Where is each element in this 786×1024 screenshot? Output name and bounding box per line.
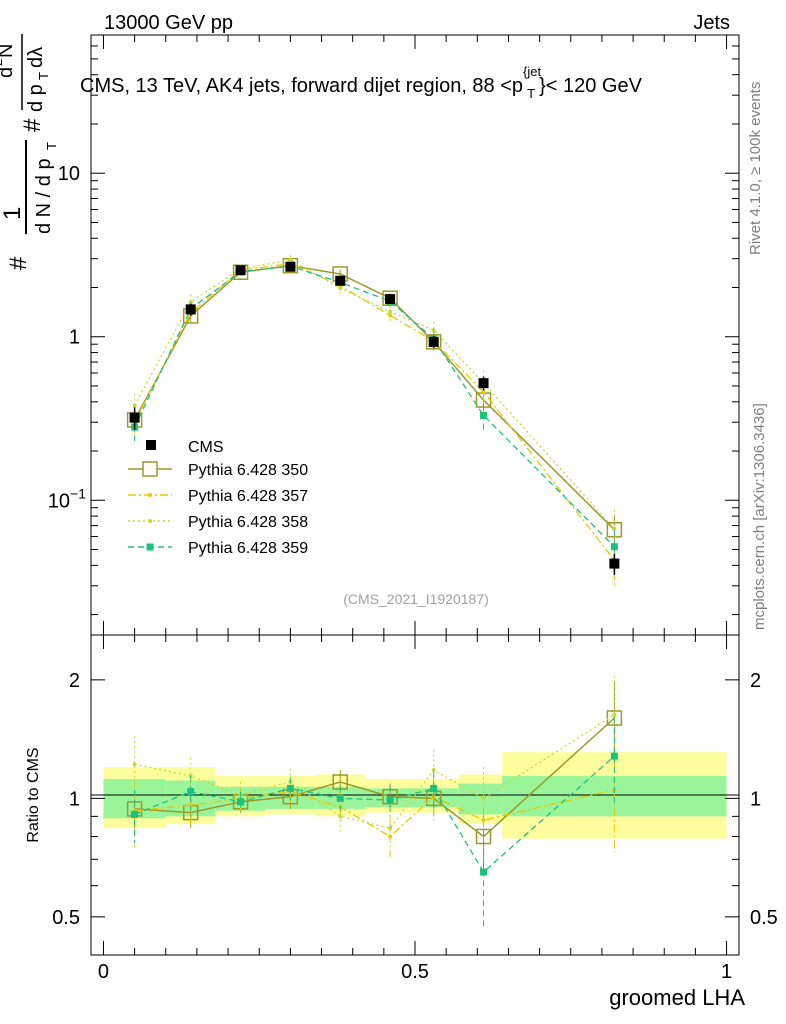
- ratio-point: [610, 752, 618, 760]
- cms-point: [478, 378, 489, 389]
- ratio-point: [480, 868, 488, 876]
- ratio-frame: [90, 634, 740, 956]
- svg-text:T: T: [36, 72, 51, 80]
- ratio-band-inner: [458, 783, 503, 815]
- svg-text:1: 1: [0, 207, 26, 220]
- ratio-ytick-label-left: 1: [69, 788, 80, 810]
- svg-text:d p: d p: [25, 84, 47, 112]
- ratio-point: [481, 818, 486, 823]
- main-ylabel: # 1 d N / d p T # d 2 N d p T dλ: [0, 34, 59, 270]
- series-point: [388, 309, 393, 314]
- main-panel: 10−1 1 10 CMS, 13 TeV, AK4 jets, forward d…: [0, 34, 740, 636]
- ratio-xtick-label: 0: [98, 961, 109, 983]
- legend-label: Pythia 6.428 350: [188, 462, 308, 479]
- series-point: [480, 411, 488, 419]
- ratio-point: [430, 784, 438, 792]
- ratio-ytick-label-right: 1: [750, 788, 761, 810]
- legend-entry-cms: CMS: [146, 439, 224, 456]
- x-axis-label: groomed LHA: [609, 985, 745, 1010]
- svg-text:d N / d p: d N / d p: [33, 158, 55, 234]
- rivet-label: Rivet 4.1.0, ≥ 100k events: [747, 82, 764, 255]
- header-category: Jets: [693, 12, 730, 34]
- cms-point: [235, 265, 246, 276]
- ratio-point: [187, 788, 195, 796]
- main-ytick-label: 10: [58, 163, 80, 185]
- ratio-point: [188, 803, 193, 808]
- ratio-series-layer: [126, 675, 623, 928]
- ratio-point: [286, 784, 294, 792]
- svg-text:#: #: [19, 118, 46, 132]
- svg-text:#: #: [5, 256, 32, 270]
- svg-text:T: T: [44, 142, 59, 150]
- main-series-layer: [126, 255, 623, 589]
- series-350: [126, 257, 623, 550]
- data-points-layer: [129, 261, 620, 575]
- legend-marker-cms: [146, 440, 156, 450]
- analysis-id: (CMS_2021_I1920187): [343, 591, 489, 607]
- main-ytick-label: 1: [69, 327, 80, 349]
- ratio-line: [134, 714, 615, 829]
- svg-text:N: N: [0, 44, 17, 58]
- ratio-point: [132, 762, 137, 767]
- series-point: [288, 257, 293, 262]
- legend-marker: [146, 543, 154, 551]
- legend-entry-357: Pythia 6.428 357: [128, 488, 308, 505]
- legend-marker: [148, 493, 152, 497]
- ratio-point: [386, 796, 394, 804]
- ratio-panel: 0.5 0.5 1 1 2 2 0 0.5 1 Ratio to CMS groomed LHA: [25, 634, 778, 1010]
- cms-point: [385, 294, 396, 305]
- ratio-point: [336, 794, 344, 802]
- ratio-xtick-label: 1: [721, 961, 732, 983]
- ratio-axes: 0.5 0.5 1 1 2 2 0 0.5 1: [52, 635, 778, 983]
- series-point: [188, 300, 193, 305]
- main-axes: 10−1 1 10: [48, 34, 739, 635]
- svg-text:dλ: dλ: [25, 47, 47, 68]
- series-358: [132, 255, 617, 554]
- legend-entry-359: Pythia 6.428 359: [128, 540, 308, 557]
- cms-point: [285, 261, 296, 272]
- svg-text:d: d: [0, 67, 17, 78]
- ratio-ytick-label-right: 2: [750, 670, 761, 692]
- legend: CMS Pythia 6.428 350 Pythia 6.428 357 Pyth…: [128, 439, 308, 557]
- series-point: [612, 526, 617, 531]
- ratio-point: [338, 814, 343, 819]
- ratio-point: [612, 712, 617, 717]
- cms-point: [185, 304, 196, 315]
- legend-entry-358: Pythia 6.428 358: [128, 514, 308, 531]
- legend-label: Pythia 6.428 357: [188, 488, 308, 505]
- main-title: CMS, 13 TeV, AK4 jets, forward dijet reg…: [80, 64, 643, 101]
- cms-point: [335, 275, 346, 286]
- ratio-band-inner: [415, 788, 459, 808]
- cms-point: [609, 558, 620, 569]
- ratio-ylabel: Ratio to CMS: [25, 747, 42, 842]
- ratio-xtick-label: 0.5: [401, 961, 429, 983]
- legend-label: Pythia 6.428 359: [188, 540, 308, 557]
- mcplots-label: mcplots.cern.ch [arXiv:1306.3436]: [751, 403, 768, 630]
- ratio-ytick-label-left: 2: [69, 670, 80, 692]
- ratio-series-359: [131, 716, 618, 928]
- ratio-point: [237, 798, 245, 806]
- series-point: [431, 327, 436, 332]
- series-357: [132, 259, 617, 589]
- legend-label-cms: CMS: [188, 439, 224, 456]
- main-ytick-label: 10−1: [48, 485, 86, 512]
- ratio-point: [131, 810, 139, 818]
- cms-point: [428, 336, 439, 347]
- ratio-point: [481, 796, 486, 801]
- legend-marker: [148, 519, 152, 523]
- legend-entry-350: Pythia 6.428 350: [128, 461, 308, 479]
- series-point: [338, 286, 343, 291]
- svg-text:2: 2: [0, 59, 5, 66]
- ratio-point: [388, 826, 393, 831]
- series-point: [132, 403, 137, 408]
- cms-point: [129, 412, 140, 423]
- legend-label: Pythia 6.428 358: [188, 514, 308, 531]
- ratio-ytick-label-right: 0.5: [750, 907, 778, 929]
- legend-marker: [142, 461, 158, 477]
- ratio-ytick-label-left: 0.5: [52, 907, 80, 929]
- header-energy: 13000 GeV pp: [104, 12, 233, 34]
- series-point: [610, 543, 618, 551]
- ratio-point: [431, 768, 436, 773]
